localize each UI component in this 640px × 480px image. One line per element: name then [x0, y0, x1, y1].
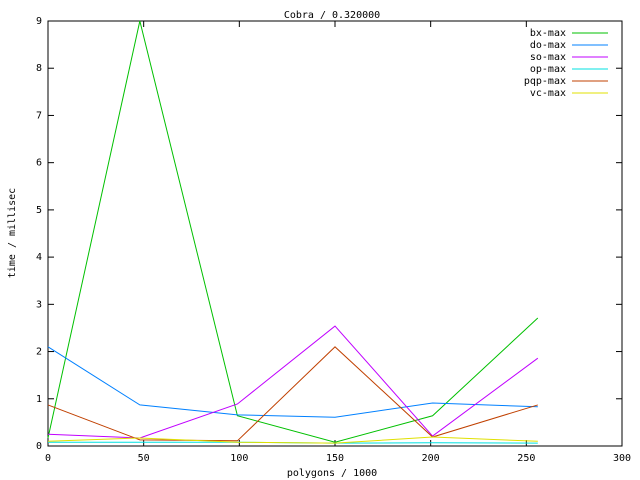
- y-tick-label: 6: [36, 158, 42, 169]
- series-line: [47, 325, 539, 439]
- series-line: [47, 346, 538, 418]
- y-tick-label: 5: [36, 205, 42, 216]
- legend-label: do-max: [530, 40, 566, 51]
- y-tick-label: 4: [36, 252, 42, 263]
- x-axis-label: polygons / 1000: [287, 468, 377, 479]
- x-tick-label: 250: [517, 453, 535, 464]
- y-tick-label: 9: [36, 16, 42, 27]
- series-line: [47, 20, 539, 443]
- y-tick-label: 0: [36, 441, 42, 452]
- x-tick-label: 150: [326, 453, 344, 464]
- series-line: [47, 346, 538, 442]
- y-tick-label: 7: [36, 110, 42, 121]
- x-tick-label: 300: [613, 453, 631, 464]
- series-line: [47, 436, 538, 444]
- y-tick-label: 2: [36, 347, 42, 358]
- x-tick-label: 50: [138, 453, 150, 464]
- legend-label: pqp-max: [524, 76, 566, 87]
- y-axis-label: time / millisec: [7, 188, 18, 278]
- legend-label: so-max: [530, 52, 566, 63]
- x-tick-label: 0: [45, 453, 51, 464]
- x-tick-label: 200: [422, 453, 440, 464]
- legend-label: op-max: [530, 64, 566, 75]
- legend-label: vc-max: [530, 88, 566, 99]
- x-tick-label: 100: [230, 453, 248, 464]
- y-tick-label: 1: [36, 394, 42, 405]
- y-tick-label: 8: [36, 63, 42, 74]
- y-tick-label: 3: [36, 299, 42, 310]
- chart-title: Cobra / 0.320000: [284, 10, 380, 21]
- legend-label: bx-max: [530, 28, 566, 39]
